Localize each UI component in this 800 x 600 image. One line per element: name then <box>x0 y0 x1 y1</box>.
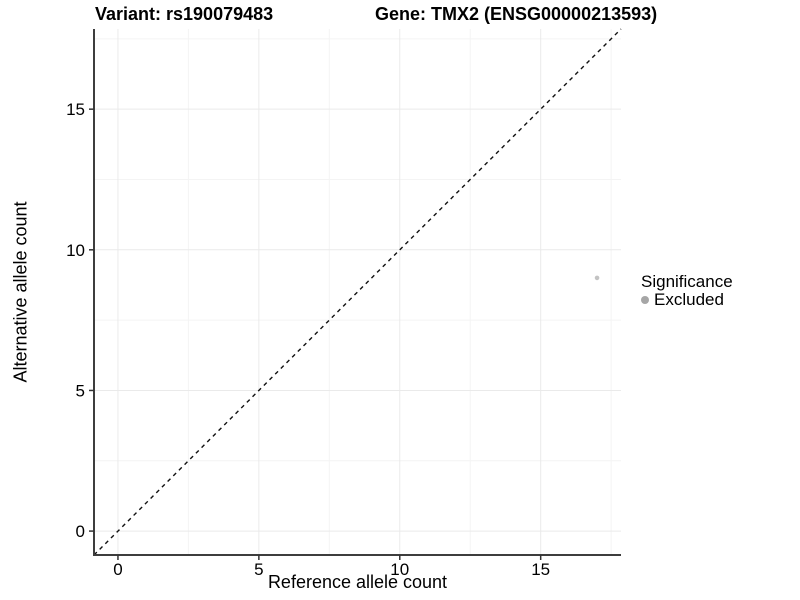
legend: Significance Excluded <box>641 272 733 309</box>
x-axis-title: Reference allele count <box>267 572 448 592</box>
y-tick-label: 5 <box>76 381 85 400</box>
legend-point-icon <box>641 296 649 304</box>
y-tick-label: 0 <box>76 522 85 541</box>
plot-title-variant: Variant: rs190079483 <box>95 4 274 24</box>
plot-title-gene: Gene: TMX2 (ENSG00000213593) <box>375 4 658 24</box>
legend-title: Significance <box>641 272 733 291</box>
legend-item: Excluded <box>641 291 733 309</box>
x-tick-label: 5 <box>254 560 263 579</box>
y-axis-title: Alternative allele count <box>10 201 31 383</box>
y-tick-label: 15 <box>66 100 85 119</box>
data-point <box>594 275 600 281</box>
legend-item-label: Excluded <box>654 290 724 309</box>
x-tick-label: 0 <box>113 560 122 579</box>
x-tick-label: 15 <box>531 560 550 579</box>
y-tick-label: 10 <box>66 241 85 260</box>
x-tick-label: 10 <box>390 560 409 579</box>
identity-line <box>93 28 622 556</box>
